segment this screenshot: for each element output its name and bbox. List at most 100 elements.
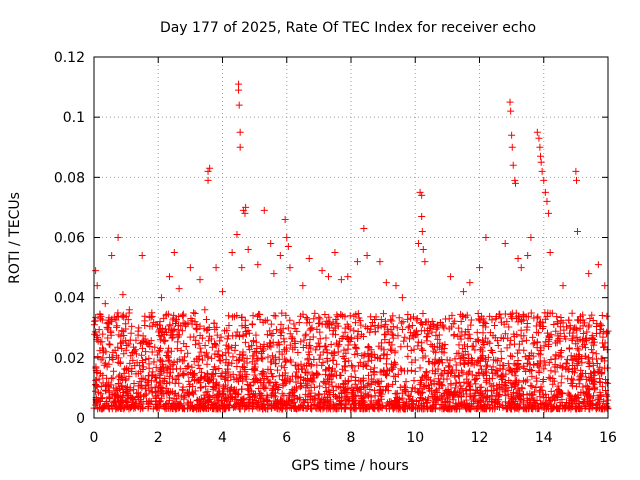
data-point [594, 368, 602, 376]
data-point [225, 312, 233, 320]
data-point [568, 379, 576, 387]
data-point [315, 391, 323, 399]
data-point [540, 357, 548, 365]
data-point [440, 324, 448, 332]
data-point [322, 388, 330, 396]
data-point [555, 386, 563, 394]
data-point [499, 335, 507, 343]
data-point [579, 398, 587, 406]
data-point [296, 393, 304, 401]
data-point [118, 327, 126, 335]
data-point [280, 364, 288, 372]
data-point [270, 311, 278, 319]
data-point [394, 332, 402, 340]
data-point [535, 388, 543, 396]
data-point [310, 315, 318, 323]
data-point [166, 378, 174, 386]
data-point [304, 315, 312, 323]
data-point [448, 405, 456, 413]
data-point [363, 404, 371, 412]
data-point [331, 249, 339, 257]
data-point [371, 387, 379, 395]
data-point [497, 318, 505, 326]
data-point [315, 320, 323, 328]
data-point [300, 362, 308, 370]
data-point [155, 348, 163, 356]
data-point [156, 397, 164, 405]
data-point [241, 209, 249, 217]
data-point [303, 319, 311, 327]
data-point [211, 325, 219, 333]
data-point [411, 367, 419, 375]
data-point [459, 288, 467, 296]
data-point [114, 312, 122, 320]
data-point [452, 379, 460, 387]
data-point [412, 331, 420, 339]
data-point [104, 403, 112, 411]
data-point [159, 377, 167, 385]
data-point [496, 390, 504, 398]
data-point [231, 386, 239, 394]
data-point [269, 382, 277, 390]
data-point [475, 368, 483, 376]
data-point [109, 374, 117, 382]
data-point [418, 212, 426, 220]
data-point [215, 364, 223, 372]
data-point [578, 342, 586, 350]
data-point [146, 399, 154, 407]
data-point [242, 375, 250, 383]
data-point [581, 352, 589, 360]
data-point [276, 252, 284, 260]
data-point [486, 339, 494, 347]
data-point [118, 396, 126, 404]
data-point [177, 322, 185, 330]
data-point [413, 316, 421, 324]
data-point [479, 370, 487, 378]
data-point [351, 341, 359, 349]
data-point [156, 321, 164, 329]
data-point [328, 378, 336, 386]
data-point [518, 337, 526, 345]
data-point [440, 375, 448, 383]
data-point [123, 403, 131, 411]
data-point [91, 328, 99, 336]
data-point [328, 365, 336, 373]
data-point [122, 384, 130, 392]
data-point [583, 328, 591, 336]
data-point [544, 343, 552, 351]
data-point [196, 322, 204, 330]
data-point [556, 330, 564, 338]
data-point [442, 315, 450, 323]
data-point [360, 224, 368, 232]
data-point [590, 385, 598, 393]
data-point [492, 366, 500, 374]
data-point [458, 385, 466, 393]
data-point [524, 252, 532, 260]
data-point [278, 309, 286, 317]
data-point [450, 390, 458, 398]
data-point [208, 354, 216, 362]
data-point [382, 279, 390, 287]
data-point [594, 261, 602, 269]
data-point [245, 394, 253, 402]
data-point [238, 322, 246, 330]
data-point [98, 394, 106, 402]
data-point [292, 378, 300, 386]
data-point [185, 383, 193, 391]
data-point [267, 331, 275, 339]
data-point [596, 375, 604, 383]
data-point [125, 372, 133, 380]
data-point [482, 319, 490, 327]
data-point [463, 311, 471, 319]
data-point [110, 367, 118, 375]
data-point [564, 355, 572, 363]
data-point [344, 341, 352, 349]
data-point [522, 336, 530, 344]
data-point [377, 315, 385, 323]
data-point [523, 376, 531, 384]
data-point [103, 363, 111, 371]
data-point [120, 350, 128, 358]
data-point [310, 383, 318, 391]
data-point [557, 389, 565, 397]
data-point [529, 340, 537, 348]
